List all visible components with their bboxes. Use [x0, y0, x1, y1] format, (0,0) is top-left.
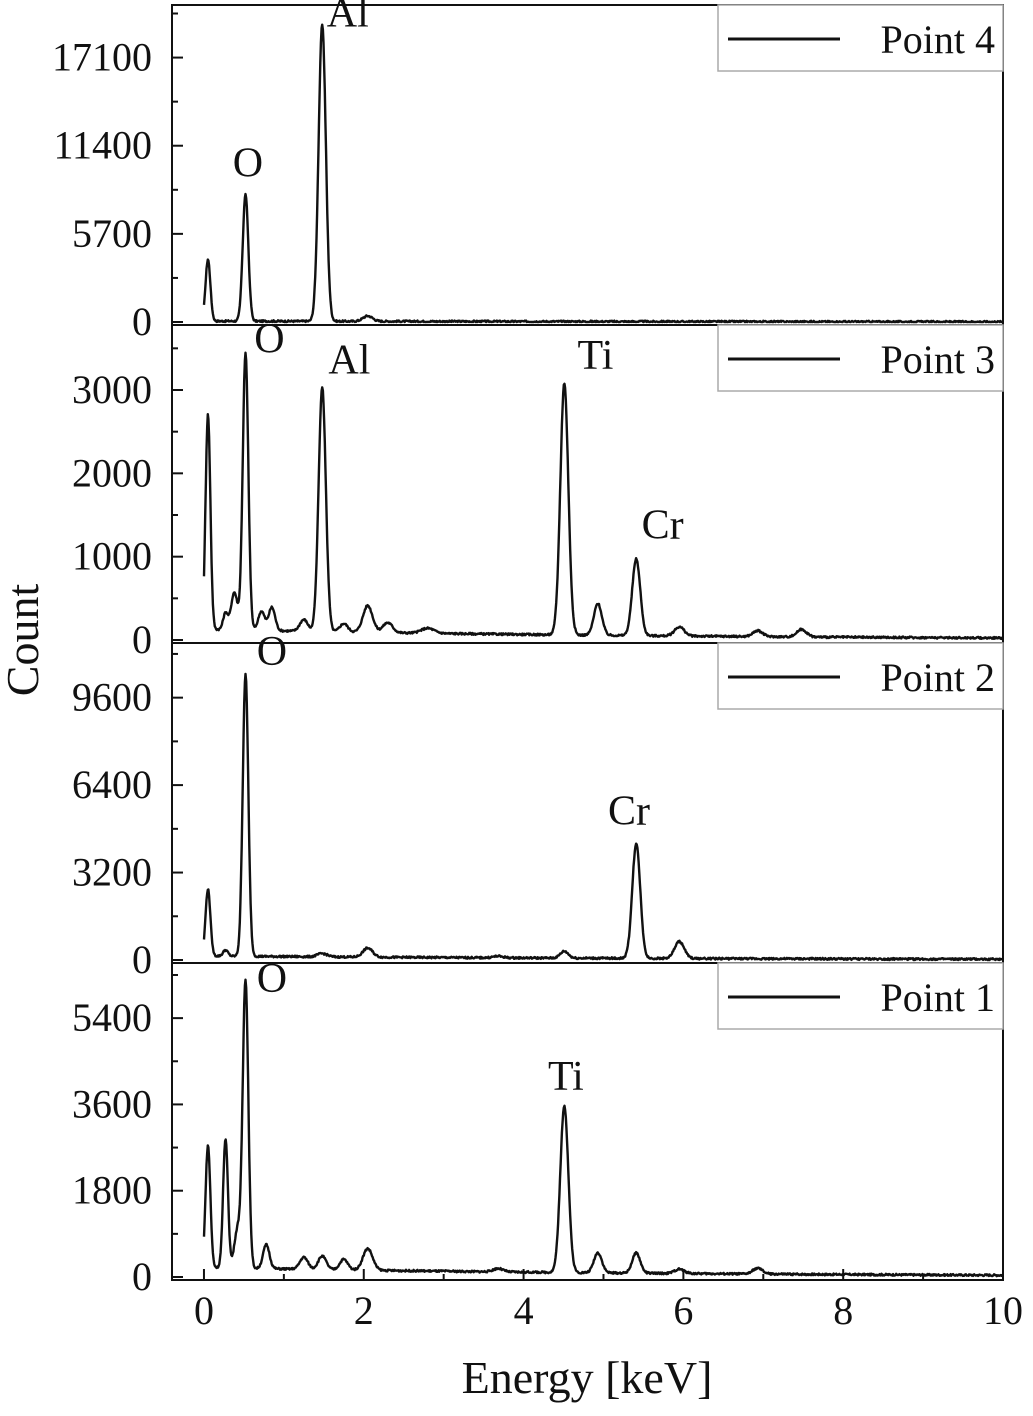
y-tick-label: 1800: [72, 1168, 152, 1213]
panel-point-4: 0 5700 11400 17100 O Al Point 4: [52, 0, 1004, 344]
y-tick-label: 3600: [72, 1081, 152, 1126]
x-tick-label: 10: [983, 1288, 1023, 1333]
x-tick-label: 2: [354, 1288, 374, 1333]
y-tick-label: 9600: [72, 675, 152, 720]
peak-label-o: O: [257, 629, 287, 675]
peak-label-o: O: [257, 956, 287, 1002]
y-tick-label: 0: [132, 1254, 152, 1299]
y-tick-label: 1000: [72, 534, 152, 579]
peak-label-cr: Cr: [642, 502, 684, 548]
x-tick-label: 8: [833, 1288, 853, 1333]
panel-point-2: 0 3200 6400 9600 O Cr Point 2: [72, 629, 1004, 982]
spectrum-line: [202, 23, 1004, 324]
x-tick-label: 6: [673, 1288, 693, 1333]
y-tick-label: 11400: [53, 123, 152, 168]
y-tick-label: 5700: [72, 211, 152, 256]
y-tick-label: 6400: [72, 762, 152, 807]
y-tick-label: 5400: [72, 995, 152, 1040]
legend-box: [717, 4, 1004, 72]
peak-label-al: Al: [328, 337, 370, 383]
peak-label-o: O: [233, 141, 263, 187]
peak-label-al: Al: [327, 0, 369, 37]
spectrum-line: [202, 351, 1004, 641]
peak-label-cr: Cr: [608, 789, 650, 835]
spectrum-line: [202, 672, 1004, 962]
y-tick-label: 2000: [72, 450, 152, 495]
y-tick-label: 17100: [52, 35, 152, 80]
y-tick-label: 0: [132, 617, 152, 662]
spectrum-line: [202, 978, 1004, 1278]
legend-label: Point 3: [881, 337, 995, 382]
legend-label: Point 1: [881, 975, 995, 1020]
panel-point-3: 0 1000 2000 3000 O Al Ti Cr Point 3: [72, 317, 1004, 662]
legend-label: Point 2: [881, 655, 995, 700]
x-tick-label: 4: [514, 1288, 534, 1333]
y-tick-label: 0: [132, 937, 152, 982]
y-tick-label: 0: [132, 299, 152, 344]
x-axis-title: Energy [keV]: [462, 1352, 713, 1403]
peak-label-o: O: [254, 317, 284, 363]
y-tick-label: 3000: [72, 367, 152, 412]
panel-point-1: 0 1800 3600 5400 O Ti Point 1: [72, 956, 1004, 1299]
legend-label: Point 4: [881, 17, 995, 62]
y-axis-title: Count: [0, 584, 48, 697]
y-tick-label: 3200: [72, 850, 152, 895]
peak-label-ti: Ti: [578, 333, 614, 379]
x-tick-label: 0: [194, 1288, 214, 1333]
panel-frame: [171, 962, 1004, 1281]
x-axis: 0 2 4 6 8 10: [194, 1269, 1023, 1333]
peak-label-ti: Ti: [548, 1054, 584, 1100]
